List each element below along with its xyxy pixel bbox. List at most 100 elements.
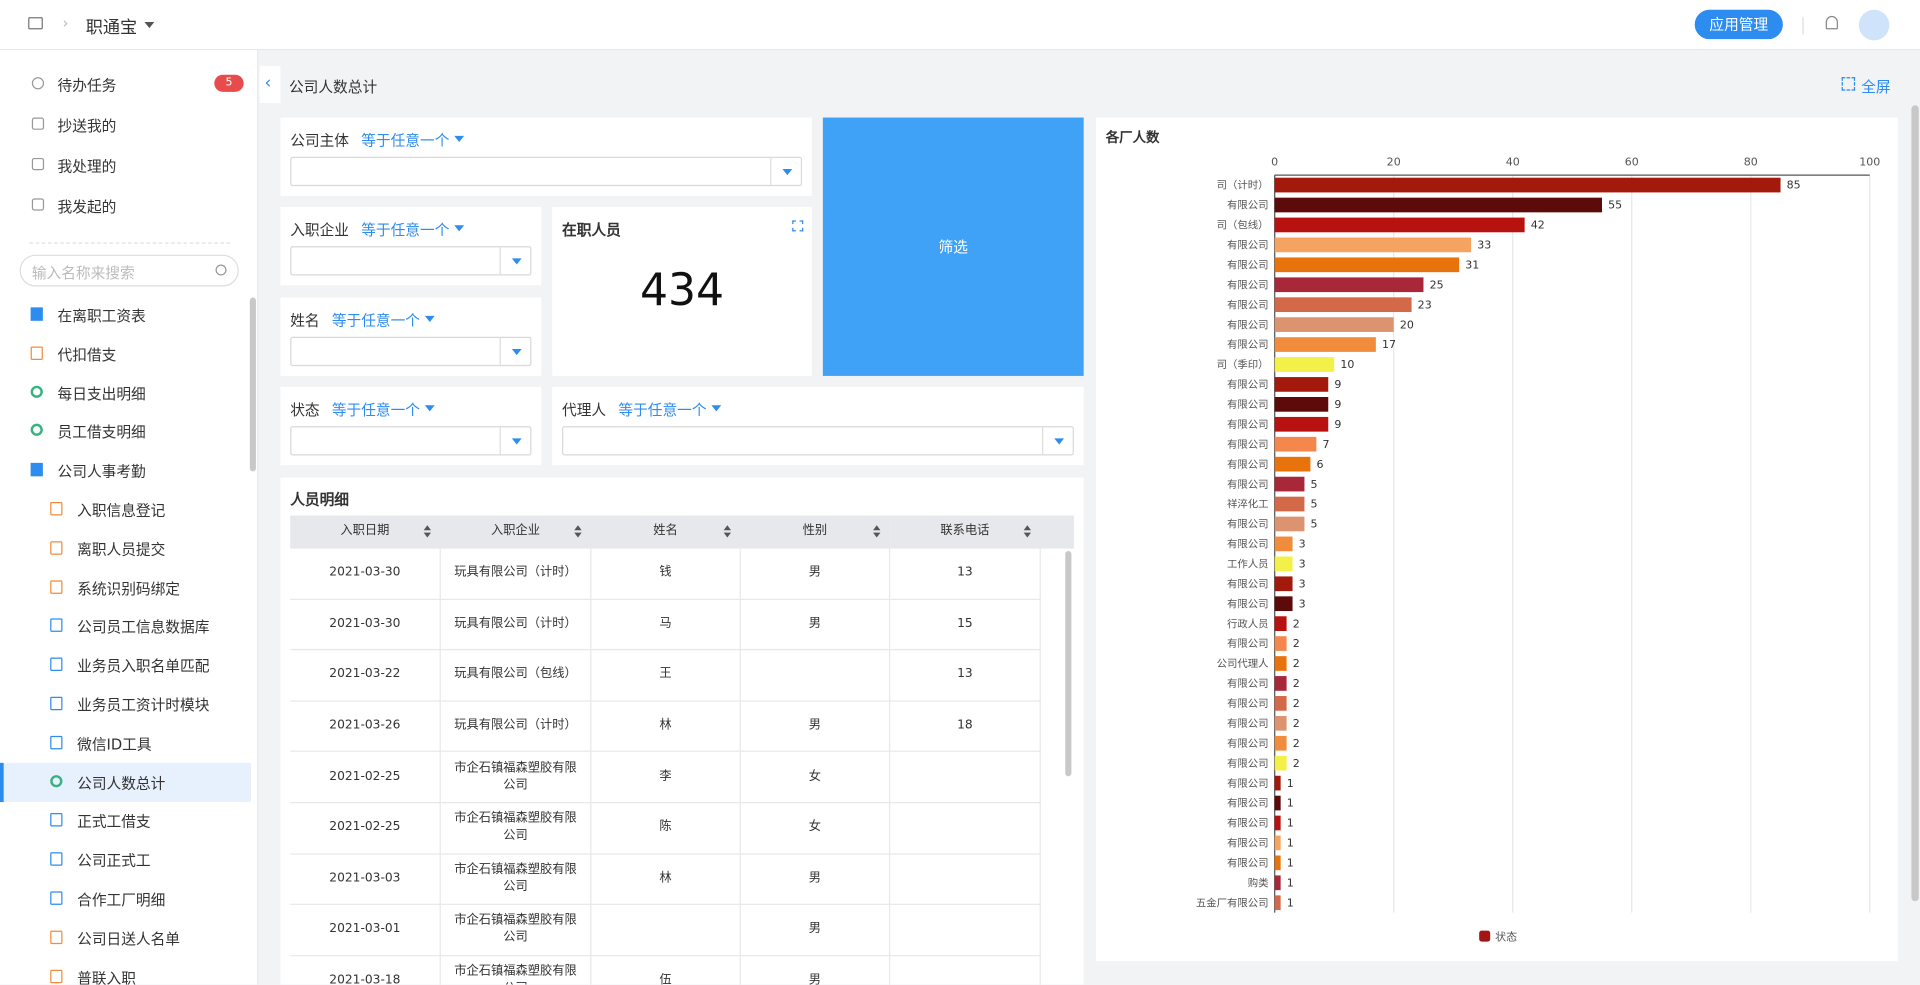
sort-icon[interactable] <box>574 525 582 531</box>
filter-operator[interactable]: 等于任意一个 <box>331 312 421 330</box>
task-item[interactable]: 抄送我的 <box>57 117 117 135</box>
y-tick-label: 司（计时） <box>1217 179 1269 192</box>
y-tick-label: 有限公司 <box>1227 697 1269 710</box>
filter-operator[interactable]: 等于任意一个 <box>361 221 450 239</box>
dropdown-caret[interactable] <box>1054 438 1065 445</box>
menu-item[interactable]: 微信ID工具 <box>77 735 152 753</box>
sort-icon[interactable] <box>1023 532 1032 538</box>
menu-item[interactable]: 入职信息登记 <box>77 502 166 520</box>
table-header-cell[interactable]: 入职企业 <box>440 515 592 549</box>
search-icon[interactable] <box>215 264 227 276</box>
menu-item[interactable]: 公司人数总计 <box>77 774 166 792</box>
filter-input[interactable] <box>290 336 532 367</box>
menu-item[interactable]: 业务员入职名单匹配 <box>77 657 210 675</box>
filter-button[interactable]: 筛选 <box>822 117 1084 376</box>
task-icon[interactable] <box>31 117 45 130</box>
input-divider <box>499 247 501 275</box>
table-cell: 李 <box>591 752 741 804</box>
dropdown-caret[interactable] <box>511 258 522 265</box>
menu-item[interactable]: 在离职工资表 <box>57 307 146 325</box>
table-header-cell[interactable]: 姓名 <box>591 515 741 549</box>
y-tick-label: 有限公司 <box>1227 318 1269 331</box>
sort-icon[interactable] <box>873 525 881 531</box>
menu-icon <box>50 540 63 555</box>
fullscreen-icon[interactable] <box>1841 77 1856 91</box>
table-cell: 陈 <box>591 803 741 855</box>
task-icon[interactable] <box>31 77 45 90</box>
data-label: 23 <box>1418 298 1432 311</box>
app-name[interactable]: 职通宝 <box>85 18 138 38</box>
sort-icon[interactable] <box>423 532 432 538</box>
operator-caret[interactable] <box>424 405 435 412</box>
search-box[interactable]: 输入名称来搜索 <box>19 254 239 287</box>
filter-input[interactable] <box>562 426 1074 456</box>
filter-operator[interactable]: 等于任意一个 <box>618 401 707 419</box>
y-tick-label: 有限公司 <box>1227 338 1269 351</box>
filter-label: 状态 <box>290 401 320 419</box>
data-label: 3 <box>1299 577 1306 590</box>
sort-icon[interactable] <box>723 532 732 538</box>
operator-caret[interactable] <box>424 315 435 323</box>
table-cell: 13 <box>890 650 1041 702</box>
menu-item[interactable]: 正式工借支 <box>77 813 151 831</box>
bar <box>1274 715 1287 731</box>
sort-icon[interactable] <box>873 532 881 538</box>
menu-item[interactable]: 每日支出明细 <box>57 385 146 403</box>
menu-item[interactable]: 公司员工信息数据库 <box>77 618 210 636</box>
expand-icon[interactable] <box>792 220 804 232</box>
table-header-cell <box>1040 515 1074 549</box>
filter-label: 代理人 <box>562 401 607 419</box>
menu-icon <box>30 385 43 398</box>
table-header-cell[interactable]: 入职日期 <box>290 515 441 549</box>
filter-input[interactable] <box>290 246 532 276</box>
filter-input[interactable] <box>290 156 803 187</box>
table-header-cell[interactable]: 性别 <box>740 515 891 549</box>
menu-item[interactable]: 合作工厂明细 <box>77 891 166 909</box>
menu-item[interactable]: 公司正式工 <box>77 852 151 870</box>
x-tick-label: 40 <box>1506 155 1520 168</box>
table-header-cell[interactable]: 联系电话 <box>890 515 1041 549</box>
sort-icon[interactable] <box>423 525 432 531</box>
operator-caret[interactable] <box>454 225 465 232</box>
data-label: 42 <box>1531 219 1545 232</box>
dropdown-caret[interactable] <box>511 438 522 445</box>
y-tick-label: 有限公司 <box>1227 278 1269 291</box>
menu-item[interactable]: 离职人员提交 <box>77 540 166 559</box>
menu-item[interactable]: 代扣借支 <box>57 346 117 364</box>
fullscreen-button[interactable]: 全屏 <box>1861 78 1891 96</box>
operator-caret[interactable] <box>454 135 465 143</box>
task-icon[interactable] <box>31 157 45 171</box>
menu-item[interactable]: 系统识别码绑定 <box>77 579 181 598</box>
filter-operator[interactable]: 等于任意一个 <box>331 401 421 419</box>
y-tick-label: 有限公司 <box>1227 199 1269 212</box>
sort-icon[interactable] <box>1023 525 1032 531</box>
y-tick-label: 有限公司 <box>1227 717 1269 730</box>
bell-icon[interactable] <box>1825 15 1838 30</box>
app-caret[interactable] <box>144 22 155 29</box>
table-cell <box>890 905 1041 957</box>
menu-item[interactable]: 公司人事考勤 <box>57 463 146 481</box>
menu-item[interactable]: 员工借支明细 <box>57 424 146 442</box>
app-manage-button[interactable]: 应用管理 <box>1694 9 1783 40</box>
menu-item[interactable]: 普联入职 <box>77 969 136 985</box>
dropdown-caret[interactable] <box>511 348 522 356</box>
data-label: 1 <box>1287 817 1294 830</box>
filter-operator[interactable]: 等于任意一个 <box>361 132 450 150</box>
collapse-button[interactable]: ‹ <box>259 66 281 103</box>
sort-icon[interactable] <box>723 525 732 531</box>
filter-input[interactable] <box>290 426 532 456</box>
home-icon[interactable] <box>28 17 43 30</box>
task-icon[interactable] <box>31 198 45 211</box>
menu-item[interactable]: 业务员工资计时模块 <box>77 696 210 714</box>
task-item[interactable]: 我处理的 <box>57 157 117 176</box>
menu-item[interactable]: 公司日送人名单 <box>77 930 181 948</box>
menu-icon <box>50 696 63 711</box>
avatar[interactable] <box>1858 9 1890 41</box>
dropdown-caret[interactable] <box>782 168 793 176</box>
bar <box>1274 197 1603 213</box>
sort-icon[interactable] <box>574 532 582 538</box>
task-item[interactable]: 待办任务 <box>57 77 117 95</box>
task-item[interactable]: 我发起的 <box>57 198 117 216</box>
operator-caret[interactable] <box>711 405 722 412</box>
